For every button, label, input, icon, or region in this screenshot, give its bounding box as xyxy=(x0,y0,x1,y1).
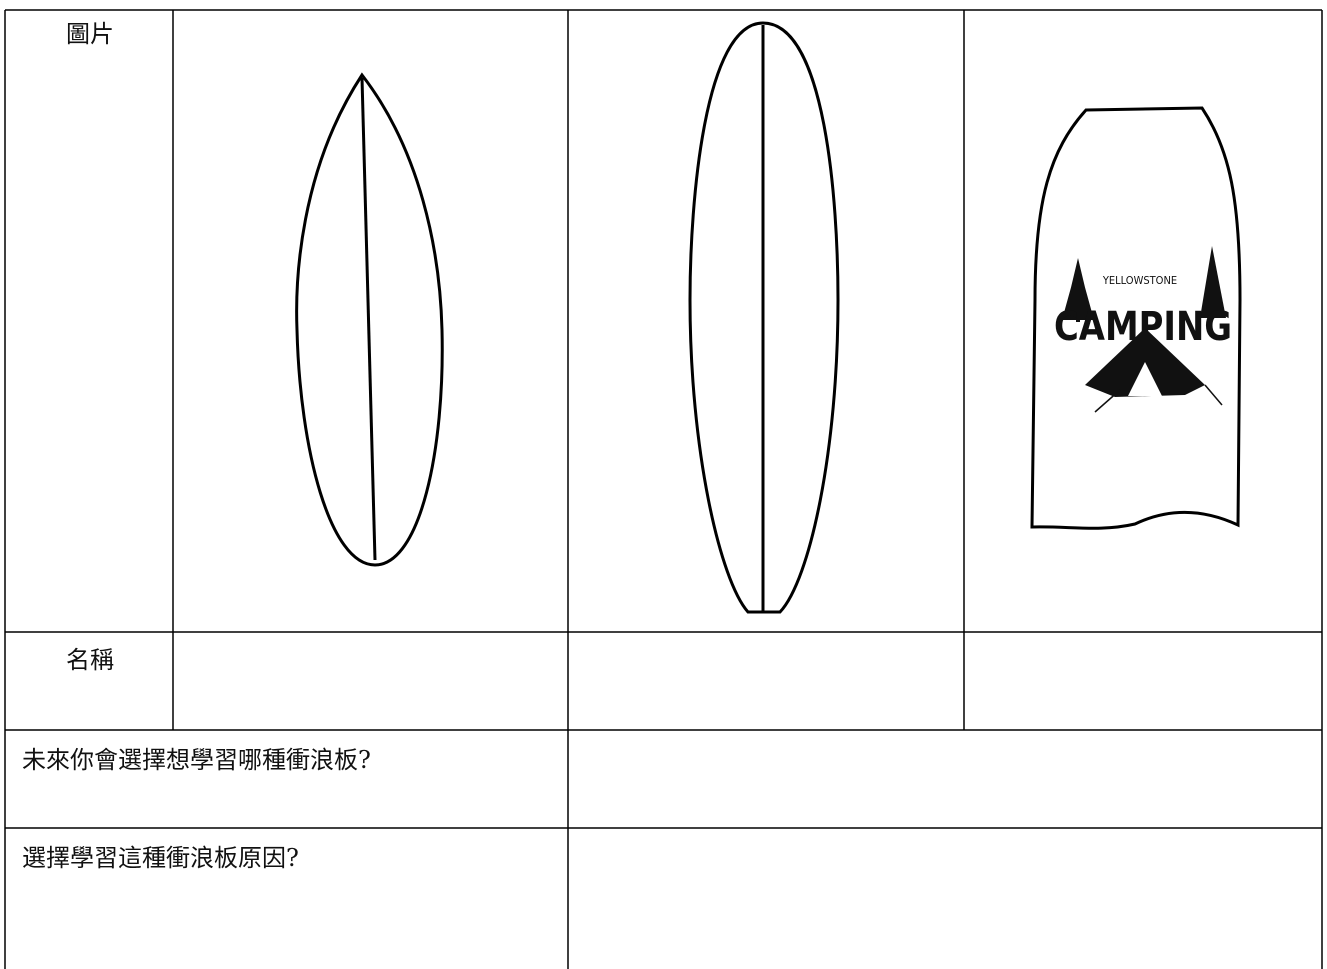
camping-logo: YELLOWSTONE CAMPING xyxy=(1054,246,1232,413)
question: 選擇學習這種衝浪板原因? xyxy=(22,844,299,872)
longboard xyxy=(688,21,840,614)
question: 未來你會選擇想學習哪種衝浪板? xyxy=(22,746,371,774)
bodyboard: YELLOWSTONE CAMPING xyxy=(1030,106,1242,530)
table-grid xyxy=(4,9,1323,969)
shortboard xyxy=(295,72,444,567)
row-label: 圖片 xyxy=(66,20,114,48)
row-label: 名稱 xyxy=(66,646,114,674)
logo-text: YELLOWSTONE xyxy=(1102,274,1177,287)
